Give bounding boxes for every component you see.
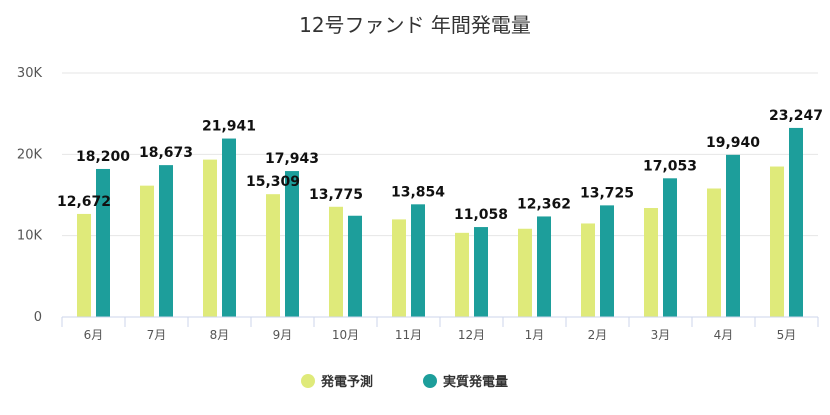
legend-item-label[interactable]: 実質発電量 [443, 374, 508, 390]
bar-actual [600, 205, 614, 317]
data-labels: 12,672 18,200 18,673 21,941 15,309 17,943 13,7… [57, 108, 823, 223]
grid-lines [62, 72, 818, 237]
bar-actual [348, 215, 362, 317]
data-label: 15,309 [246, 174, 300, 190]
bar-forecast [329, 206, 343, 317]
x-tick-label: 11月 [395, 328, 422, 342]
bar-forecast [644, 208, 658, 317]
x-tick-label: 3月 [651, 328, 671, 342]
bar-forecast [266, 194, 280, 317]
y-tick-label: 0 [34, 310, 42, 325]
x-tick-label: 2月 [588, 328, 608, 342]
bar-actual [474, 227, 488, 317]
bar-forecast [581, 223, 595, 317]
bar-forecast [455, 232, 469, 317]
x-tick-label: 12月 [458, 328, 485, 342]
y-tick-label: 30K [17, 66, 43, 81]
x-axis: 6月 7月 8月 9月 10月 11月 12月 1月 2月 3月 4月 5月 [61, 316, 819, 342]
bar-forecast [707, 188, 721, 317]
bar-forecast [203, 159, 217, 317]
y-tick-label: 10K [17, 229, 43, 244]
y-axis-ticks: 0 10K 20K 30K [17, 66, 43, 325]
data-label: 23,247 [769, 108, 823, 124]
legend-item-label[interactable]: 発電予測 [320, 374, 373, 390]
data-label: 17,943 [265, 151, 319, 167]
legend-marker[interactable] [423, 374, 437, 388]
x-tick-label: 5月 [777, 328, 797, 342]
data-label: 11,058 [454, 207, 508, 223]
bar-actual [789, 127, 803, 317]
x-tick-label: 1月 [525, 328, 545, 342]
bar-forecast [518, 228, 532, 317]
x-tick-label: 7月 [147, 328, 167, 342]
data-label: 12,672 [57, 194, 111, 210]
bar-forecast [392, 219, 406, 317]
y-tick-label: 20K [17, 147, 43, 162]
bar-actual [222, 138, 236, 317]
bar-forecast [140, 185, 154, 317]
x-tick-label: 6月 [84, 328, 104, 342]
x-tick-label: 8月 [210, 328, 230, 342]
data-label: 13,775 [309, 187, 363, 203]
bar-actual [159, 165, 173, 317]
chart-title: 12号ファンド 年間発電量 [299, 13, 531, 37]
bars [77, 127, 803, 317]
x-tick-label: 9月 [273, 328, 293, 342]
bar-actual [663, 178, 677, 317]
bar-actual [285, 171, 299, 317]
bar-actual [96, 168, 110, 317]
data-label: 12,362 [517, 196, 571, 212]
x-tick-label: 10月 [332, 328, 359, 342]
data-label: 18,200 [76, 149, 130, 165]
legend-marker[interactable] [301, 374, 315, 388]
data-label: 18,673 [139, 145, 193, 161]
legend[interactable]: 発電予測 実質発電量 [301, 374, 508, 390]
data-label: 13,854 [391, 184, 445, 200]
data-label: 17,053 [643, 158, 697, 174]
bar-actual [537, 216, 551, 317]
bar-forecast [77, 213, 91, 317]
bar-forecast [770, 166, 784, 317]
x-tick-label: 4月 [714, 328, 734, 342]
data-label: 21,941 [202, 119, 256, 135]
data-label: 13,725 [580, 185, 634, 201]
data-label: 19,940 [706, 135, 760, 151]
bar-actual [726, 154, 740, 317]
bar-actual [411, 204, 425, 317]
